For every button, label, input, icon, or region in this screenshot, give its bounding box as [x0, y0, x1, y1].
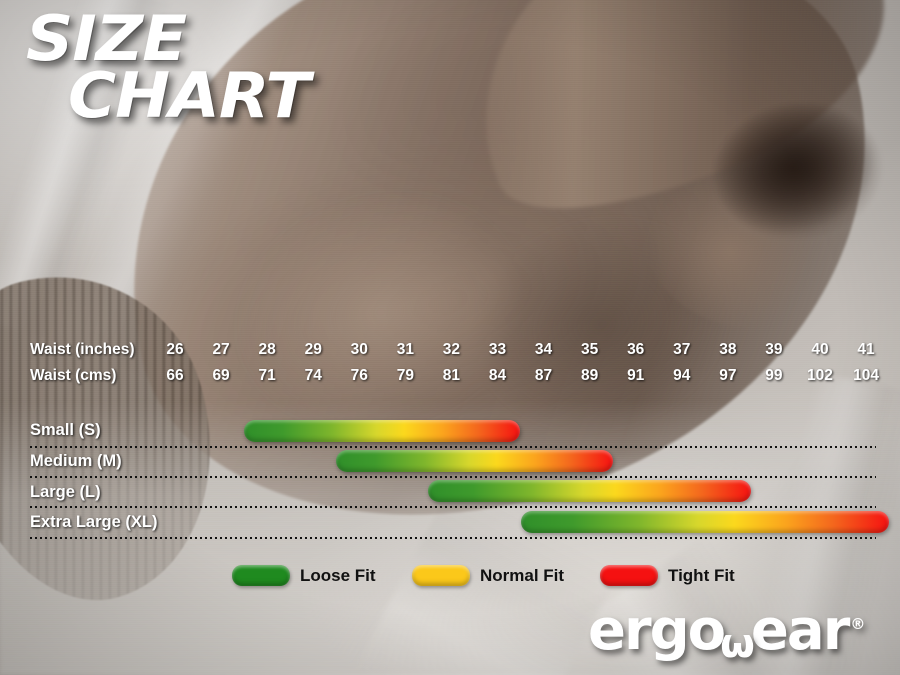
registered-trademark-icon: ®: [850, 615, 866, 634]
size-row-label: Large (L): [30, 483, 101, 501]
waist-inch-value: 29: [304, 341, 322, 358]
waist-inch-value: 30: [350, 341, 368, 358]
waist-cm-value: 71: [258, 367, 276, 384]
waist-inch-value: 35: [581, 341, 599, 358]
size-row: Small (S): [0, 415, 900, 447]
legend-swatch-icon: [232, 565, 290, 586]
title-line-2: CHART: [68, 59, 310, 133]
waist-cms-values: 66 69 71 74 76 79 81 84 87 89 91 94 97 99 102 104: [0, 367, 900, 389]
legend-label: Tight Fit: [668, 566, 735, 585]
size-row-label: Small (S): [30, 421, 101, 439]
waist-cms-label: Waist (cms): [30, 367, 117, 384]
waist-cm-value: 74: [304, 367, 322, 384]
size-row: Medium (M): [0, 446, 900, 478]
size-row: Large (L): [0, 476, 900, 508]
ergowear-logo: ergoωear ®: [588, 598, 866, 667]
waist-inch-value: 32: [442, 341, 461, 358]
title-line-1: SIZE: [26, 2, 187, 75]
waist-cm-value: 69: [212, 367, 230, 384]
logo-omega-glyph: ω: [720, 621, 755, 667]
waist-cm-value: 99: [765, 367, 783, 384]
page-title: SIZE CHART: [26, 7, 310, 126]
fit-range-bar: [336, 450, 613, 472]
legend-label: Loose Fit: [300, 566, 376, 585]
waist-inch-value: 33: [488, 341, 507, 358]
waist-inch-value: 37: [673, 341, 691, 358]
size-row: Extra Large (XL): [0, 506, 900, 538]
waist-inch-value: 40: [811, 341, 829, 358]
waist-inches-label: Waist (inches): [30, 341, 135, 358]
legend-swatch-icon: [600, 565, 658, 586]
waist-cm-value: 89: [581, 367, 599, 384]
waist-inch-value: 31: [396, 341, 414, 358]
row-divider: [30, 476, 876, 478]
waist-inch-value: 39: [765, 341, 783, 358]
legend-swatch-icon: [412, 565, 470, 586]
row-divider: [30, 537, 876, 539]
logo-part-ergo: ergo: [588, 598, 726, 663]
waist-cm-value: 81: [442, 367, 461, 384]
row-divider: [30, 446, 876, 448]
waist-inch-value: 41: [857, 341, 875, 358]
waist-inches-values: 26 27 28 29 30 31 32 33 34 35 36 37 38 39 40 41: [0, 341, 900, 363]
fit-range-bar: [520, 511, 890, 533]
waist-inch-value: 26: [166, 341, 184, 358]
waist-cm-value: 76: [350, 367, 368, 384]
waist-cm-value: 91: [627, 367, 645, 384]
fit-legend: Loose Fit Normal Fit Tight Fit: [0, 563, 900, 589]
size-row-label: Extra Large (XL): [30, 513, 158, 531]
waist-cms-row: Waist (cms) 66 69 71 74 76 79 81 84 87 89 91 94 97 99…: [0, 367, 900, 389]
waist-cm-value: 66: [166, 367, 184, 384]
fit-range-bar: [428, 480, 751, 502]
waist-cm-value: 79: [396, 367, 414, 384]
waist-cm-value: 84: [488, 367, 507, 384]
waist-inch-value: 34: [534, 341, 553, 358]
waist-inch-value: 27: [212, 341, 230, 358]
logo-part-ear: ear: [750, 598, 850, 663]
waist-cm-value: 94: [673, 367, 691, 384]
waist-inches-row: Waist (inches) 26 27 28 29 30 31 32 33 34 35 36 37 3…: [0, 341, 900, 363]
legend-label: Normal Fit: [480, 566, 565, 585]
waist-inch-value: 38: [719, 341, 737, 358]
waist-cm-value: 104: [853, 367, 879, 384]
fit-range-bar: [244, 420, 521, 442]
size-row-label: Medium (M): [30, 452, 122, 470]
waist-inch-value: 28: [258, 341, 276, 358]
waist-cm-value: 102: [807, 367, 833, 384]
waist-inch-value: 36: [627, 341, 645, 358]
waist-cm-value: 97: [719, 367, 737, 384]
waist-cm-value: 87: [534, 367, 553, 384]
row-divider: [30, 506, 876, 508]
